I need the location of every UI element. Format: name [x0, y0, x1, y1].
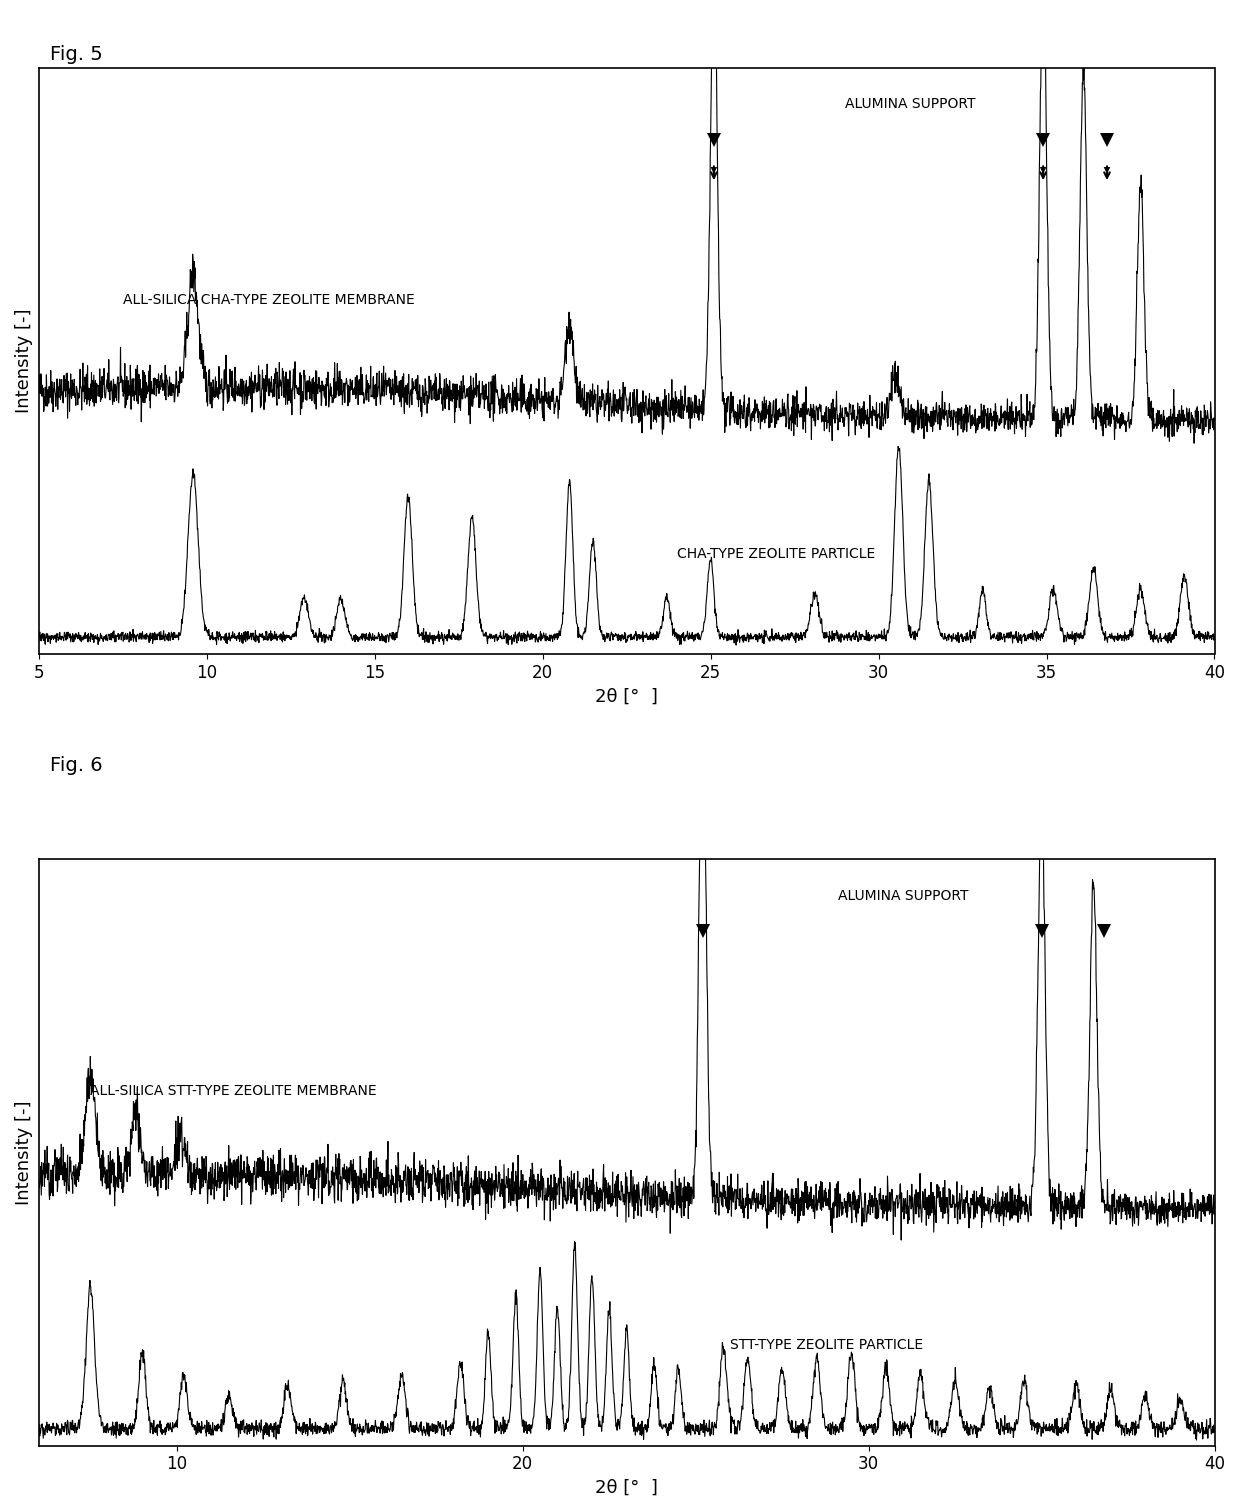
Y-axis label: Intensity [-]: Intensity [-] — [15, 308, 33, 413]
Y-axis label: Intensity [-]: Intensity [-] — [15, 1101, 33, 1205]
Text: ALUMINA SUPPORT: ALUMINA SUPPORT — [838, 889, 968, 903]
Text: STT-TYPE ZEOLITE PARTICLE: STT-TYPE ZEOLITE PARTICLE — [730, 1338, 924, 1352]
Text: ALL-SILICA CHA-TYPE ZEOLITE MEMBRANE: ALL-SILICA CHA-TYPE ZEOLITE MEMBRANE — [123, 293, 414, 307]
Text: Fig. 5: Fig. 5 — [50, 45, 103, 65]
X-axis label: 2θ [°  ]: 2θ [° ] — [595, 1479, 658, 1497]
Text: CHA-TYPE ZEOLITE PARTICLE: CHA-TYPE ZEOLITE PARTICLE — [677, 547, 875, 561]
Text: Fig. 6: Fig. 6 — [50, 756, 102, 776]
X-axis label: 2θ [°  ]: 2θ [° ] — [595, 688, 658, 706]
Text: ALL-SILICA STT-TYPE ZEOLITE MEMBRANE: ALL-SILICA STT-TYPE ZEOLITE MEMBRANE — [91, 1084, 377, 1098]
Text: ALUMINA SUPPORT: ALUMINA SUPPORT — [846, 97, 976, 112]
